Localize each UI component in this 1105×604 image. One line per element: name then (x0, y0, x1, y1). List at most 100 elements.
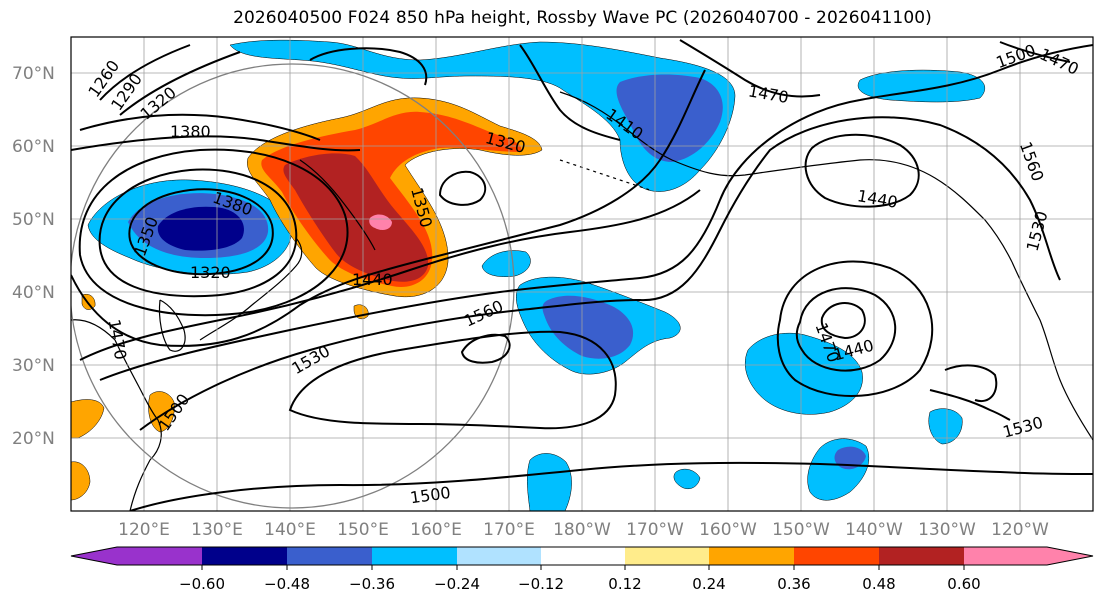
colorbar-segment (541, 547, 625, 565)
colorbar-segment (117, 547, 202, 565)
contour-line (78, 148, 349, 317)
lat-label: 40°N (12, 283, 55, 303)
colorbar-tick-label: −0.48 (264, 575, 310, 593)
colorbar-segment (709, 547, 794, 565)
colorbar-tick-label: −0.12 (518, 575, 564, 593)
contour-line (460, 333, 511, 364)
negative-anomaly-region (857, 69, 985, 103)
contour-line (679, 39, 821, 98)
colorbar-segment (879, 547, 964, 565)
colorbar-tick-label: −0.60 (179, 575, 225, 593)
contour-line (804, 133, 920, 208)
contour-line (99, 44, 1093, 381)
asia-coastline (71, 319, 162, 511)
colorbar-tick-label: −0.24 (434, 575, 480, 593)
lon-label: 130°E (191, 520, 243, 540)
map-frame (70, 36, 1094, 512)
colorbar-segment (794, 547, 879, 565)
lat-label: 50°N (12, 210, 55, 230)
lon-label: 170°W (626, 520, 684, 540)
negative-anomaly-region (673, 468, 701, 489)
lon-label: 140°W (845, 520, 903, 540)
lon-label: 130°W (918, 520, 976, 540)
contour-line (79, 113, 321, 141)
colorbar-segment (202, 547, 287, 565)
longitude-labels: 120°E 130°E 140°E 150°E 160°E 170°E 180°… (118, 520, 1049, 540)
lon-label: 160°W (699, 520, 757, 540)
lon-label: 180°W (553, 520, 611, 540)
colorbar-extend-low (71, 547, 117, 565)
lon-label: 140°E (264, 520, 316, 540)
colorbar-tick-label: 0.36 (777, 575, 810, 593)
coastlines (71, 91, 1093, 511)
colorbar-extend-high (1047, 547, 1093, 565)
lon-label: 120°W (991, 520, 1049, 540)
negative-anomaly-region (527, 453, 572, 511)
colorbar-outline (70, 546, 1094, 566)
contour-line (929, 389, 1011, 421)
negative-anomaly-region (542, 295, 634, 359)
korea-coastline (158, 299, 186, 352)
height-contours (71, 39, 1093, 511)
positive-anomaly-region (71, 399, 105, 439)
colorbar-tick-label: 0.48 (862, 575, 895, 593)
lat-label: 20°N (12, 429, 55, 449)
contour-line (119, 51, 241, 116)
kamchatka-coastline (299, 159, 376, 251)
colorbar-tick-label: −0.36 (349, 575, 395, 593)
positive-anomaly-region (148, 391, 175, 433)
negative-anomaly-region (157, 206, 244, 251)
colorbar-tick-label: 0.60 (947, 575, 980, 593)
lat-label: 60°N (12, 137, 55, 157)
negative-anomaly-region (229, 39, 736, 192)
lon-label: 160°E (410, 520, 462, 540)
contour-line (944, 364, 998, 403)
colorbar-tick-label: 0.24 (692, 575, 725, 593)
aleutian-islands (559, 159, 651, 191)
contour-line (98, 168, 298, 298)
map-title: 2026040500 F024 850 hPa height, Rossby W… (233, 8, 932, 28)
contour-line (128, 188, 274, 276)
positive-anomaly-region (71, 461, 91, 501)
contour-line (999, 41, 1071, 63)
colorbar-segment (287, 547, 372, 565)
contour-label: 1440 (352, 270, 393, 289)
contour-line (519, 44, 621, 141)
contour-line (776, 260, 934, 397)
contour-line (129, 461, 1093, 511)
negative-anomaly-region (481, 250, 531, 277)
colorbar-segment (964, 547, 1047, 565)
lon-label: 170°E (483, 520, 535, 540)
japan-coastline (199, 237, 303, 341)
positive-anomaly-region (283, 153, 429, 282)
lat-label: 30°N (12, 356, 55, 376)
contour-label: 1320 (190, 263, 231, 282)
contour-label: 1380 (170, 122, 211, 141)
north-america-coastline (1011, 261, 1093, 441)
negative-anomaly-region (928, 408, 963, 445)
lon-label: 150°E (337, 520, 389, 540)
colorbar-segment (625, 547, 709, 565)
positive-anomaly-region (369, 214, 392, 230)
contour-line (99, 44, 191, 101)
contour-line (71, 135, 361, 152)
negative-anomaly-region (616, 74, 723, 162)
contour-line (71, 69, 706, 347)
contour-line (309, 47, 428, 86)
colorbar-tick-label: 0.12 (608, 575, 641, 593)
latitude-labels: 70°N 60°N 50°N 40°N 30°N 20°N (12, 64, 55, 449)
lat-label: 70°N (12, 64, 55, 84)
negative-anomaly-region (834, 446, 866, 470)
colorbar-ticks (201, 565, 965, 570)
colorbar: −0.60 −0.48 −0.36 −0.24 −0.12 0.12 0.24 … (70, 546, 1094, 593)
lon-label: 120°E (118, 520, 170, 540)
colorbar-segment (457, 547, 541, 565)
contour-line (795, 287, 897, 372)
contour-line (139, 116, 1061, 431)
colorbar-segment (372, 547, 457, 565)
contour-line (79, 189, 701, 361)
contour-line (438, 170, 487, 206)
lon-label: 150°W (772, 520, 830, 540)
graticule (71, 37, 1093, 511)
